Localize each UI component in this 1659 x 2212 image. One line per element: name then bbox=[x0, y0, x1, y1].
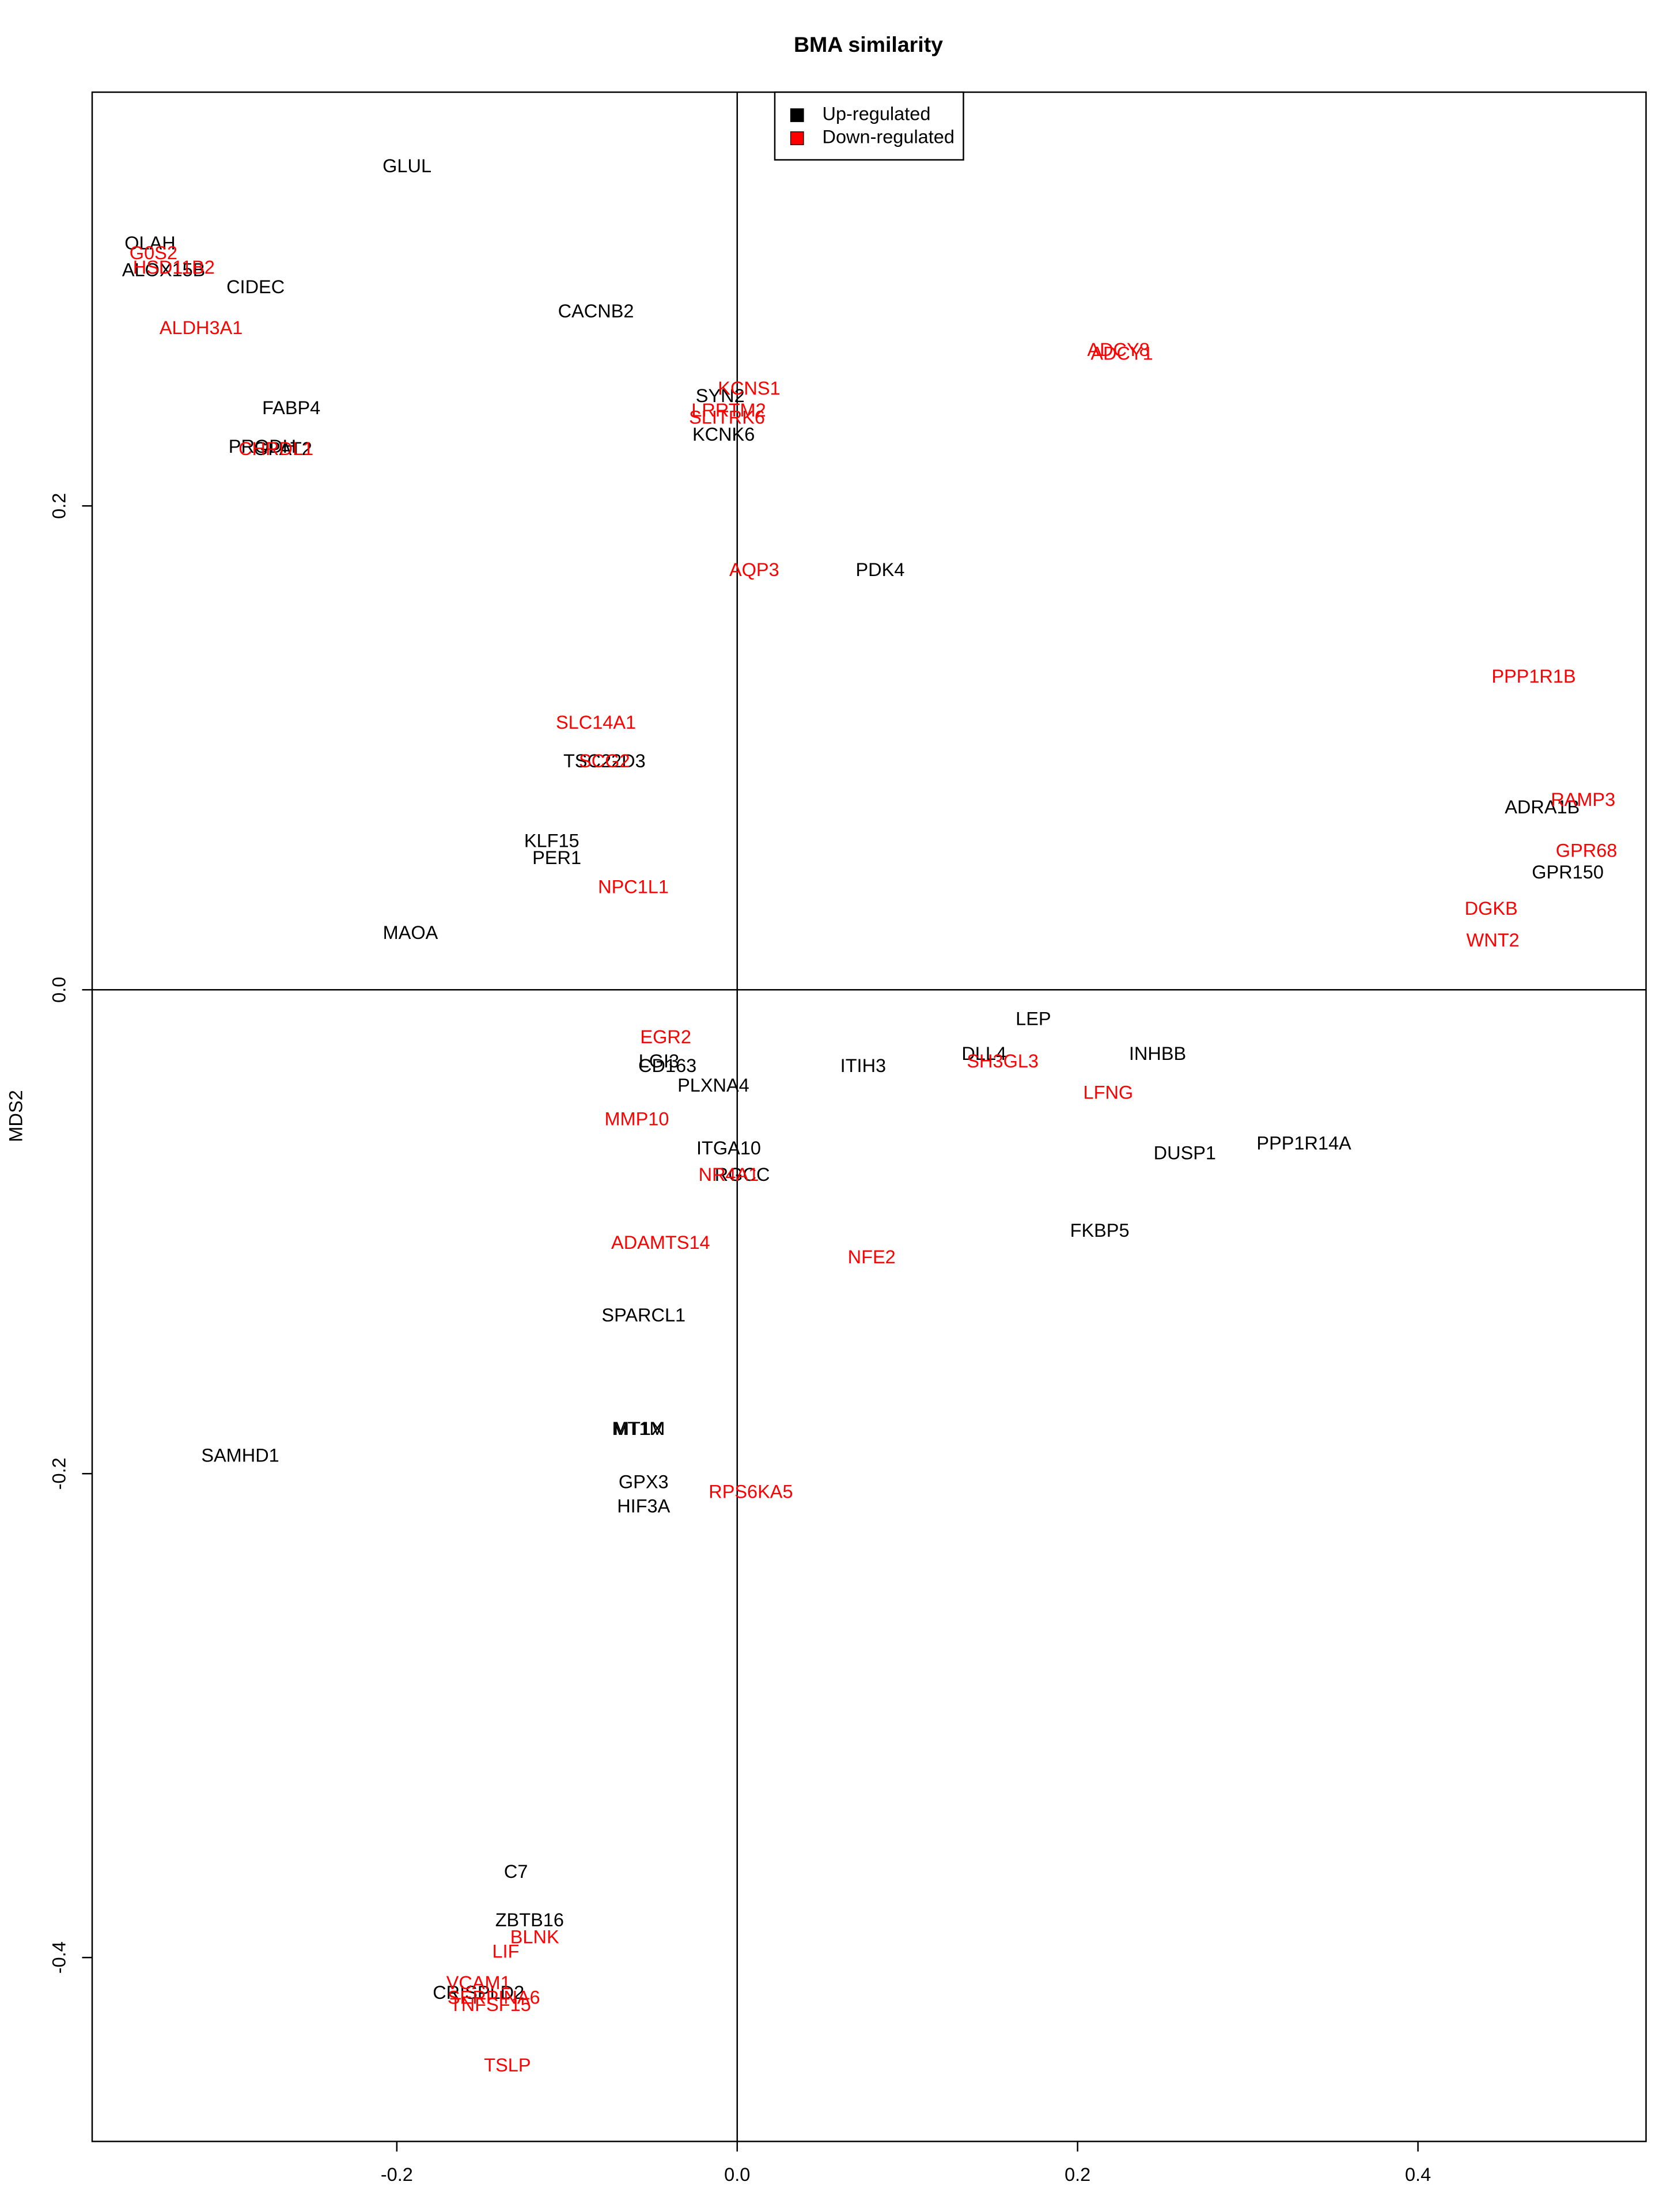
point-label: ALOX15B bbox=[122, 259, 206, 280]
point-label: CD163 bbox=[638, 1055, 696, 1076]
point-label: TNFSF15 bbox=[450, 1994, 531, 2015]
point-label: ITGA10 bbox=[696, 1138, 761, 1158]
point-label: FABP4 bbox=[262, 397, 320, 418]
x-axis-label: MDS1 bbox=[842, 2210, 894, 2212]
legend-label: Up-regulated bbox=[823, 104, 931, 124]
point-label: RPS6KA5 bbox=[709, 1481, 793, 1502]
point-label: TSLP bbox=[484, 2055, 531, 2075]
point-label: ADCY1 bbox=[1090, 343, 1153, 363]
legend-box bbox=[774, 91, 964, 161]
point-label: SCG2 bbox=[579, 751, 630, 771]
point-label: MT1M bbox=[612, 1418, 665, 1439]
point-label: LEP bbox=[1016, 1008, 1051, 1029]
point-label: VCAM1 bbox=[446, 1972, 511, 1993]
point-label: CHRDL1 bbox=[238, 438, 313, 459]
point-label: DUSP1 bbox=[1154, 1142, 1216, 1163]
point-label: SAMHD1 bbox=[201, 1445, 279, 1465]
point-label: MAOA bbox=[383, 922, 438, 943]
point-label: LIF bbox=[492, 1941, 519, 1961]
y-tick-label: -0.4 bbox=[49, 1941, 70, 1974]
point-label: WNT2 bbox=[1467, 930, 1520, 950]
point-label: OLAH bbox=[124, 233, 176, 253]
point-label: PPP1R14A bbox=[1256, 1133, 1351, 1154]
point-label: LFNG bbox=[1084, 1082, 1134, 1103]
point-label: MT1X bbox=[613, 1418, 664, 1439]
point-label: TSC22D3 bbox=[563, 751, 646, 771]
point-label: RGCC bbox=[715, 1164, 770, 1185]
point-label: SPARCL1 bbox=[601, 1305, 685, 1325]
x-tick-label: -0.2 bbox=[381, 2164, 413, 2185]
point-label: MMP10 bbox=[604, 1109, 669, 1130]
point-label: SERPINA6 bbox=[448, 1987, 540, 2008]
point-label: DLL4 bbox=[961, 1043, 1006, 1064]
point-label: ITIH3 bbox=[840, 1055, 886, 1076]
y-tick-label: 0.0 bbox=[49, 977, 70, 1003]
x-tick-label: 0.2 bbox=[1065, 2164, 1090, 2185]
point-label: ADRA1B bbox=[1505, 797, 1580, 817]
point-label: NPC1L1 bbox=[598, 876, 669, 897]
point-label: LGI3 bbox=[639, 1051, 679, 1071]
x-tick-label: 0.4 bbox=[1405, 2164, 1431, 2185]
point-label: ALDH3A1 bbox=[160, 317, 243, 338]
point-label: CIDEC bbox=[226, 276, 285, 297]
point-label: C7 bbox=[504, 1861, 528, 1882]
point-label: KCNK6 bbox=[692, 424, 755, 445]
point-label: NFE2 bbox=[848, 1247, 896, 1267]
point-label: HSD11B2 bbox=[133, 257, 215, 278]
point-label: NR4A1 bbox=[699, 1164, 759, 1185]
point-label: ADCY8 bbox=[1087, 339, 1149, 360]
point-label: EGR2 bbox=[640, 1027, 691, 1047]
point-label: PDK4 bbox=[856, 559, 905, 580]
point-label: SLITRK6 bbox=[689, 407, 765, 428]
point-label: INHBB bbox=[1129, 1043, 1186, 1064]
point-label: DGKB bbox=[1465, 898, 1518, 919]
point-label: GPR150 bbox=[1532, 862, 1604, 882]
y-tick-label: 0.2 bbox=[49, 493, 70, 519]
point-label: GPAT2 bbox=[253, 438, 312, 459]
point-label: ADAMTS14 bbox=[611, 1232, 710, 1253]
point-label: G0S2 bbox=[130, 243, 177, 263]
point-label: HIF3A bbox=[617, 1496, 670, 1517]
point-label: BLNK bbox=[510, 1926, 559, 1947]
point-label: GPX3 bbox=[619, 1472, 669, 1493]
point-label: GLUL bbox=[382, 156, 431, 176]
legend-swatch bbox=[790, 108, 804, 122]
point-label: LRRTM2 bbox=[691, 400, 766, 421]
legend-label: Down-regulated bbox=[823, 127, 955, 147]
point-label: PLXNA4 bbox=[677, 1075, 749, 1096]
point-label: RAMP3 bbox=[1551, 789, 1615, 810]
y-tick-label: -0.2 bbox=[49, 1457, 70, 1490]
point-label: KLF15 bbox=[524, 831, 579, 851]
point-label: CACNB2 bbox=[558, 301, 634, 321]
point-label: SLC14A1 bbox=[556, 712, 636, 733]
legend-swatch bbox=[790, 131, 804, 145]
point-label: FKBP5 bbox=[1070, 1220, 1130, 1241]
point-label: PER1 bbox=[532, 847, 581, 868]
y-axis-label: MDS2 bbox=[6, 1090, 26, 1142]
point-label: PPP1R1B bbox=[1491, 666, 1575, 687]
x-tick-label: 0.0 bbox=[724, 2164, 750, 2185]
point-label: SH3GL3 bbox=[967, 1051, 1039, 1071]
point-label: KCNS1 bbox=[718, 378, 780, 399]
chart-title: BMA similarity bbox=[794, 32, 943, 56]
point-label: PRODH bbox=[229, 436, 296, 457]
point-label: GPR68 bbox=[1556, 840, 1618, 861]
point-label: AQP3 bbox=[729, 559, 779, 580]
point-label: SYN2 bbox=[696, 385, 745, 406]
point-label: CRISPLD2 bbox=[433, 1982, 524, 2003]
point-label: ZBTB16 bbox=[495, 1910, 564, 1930]
